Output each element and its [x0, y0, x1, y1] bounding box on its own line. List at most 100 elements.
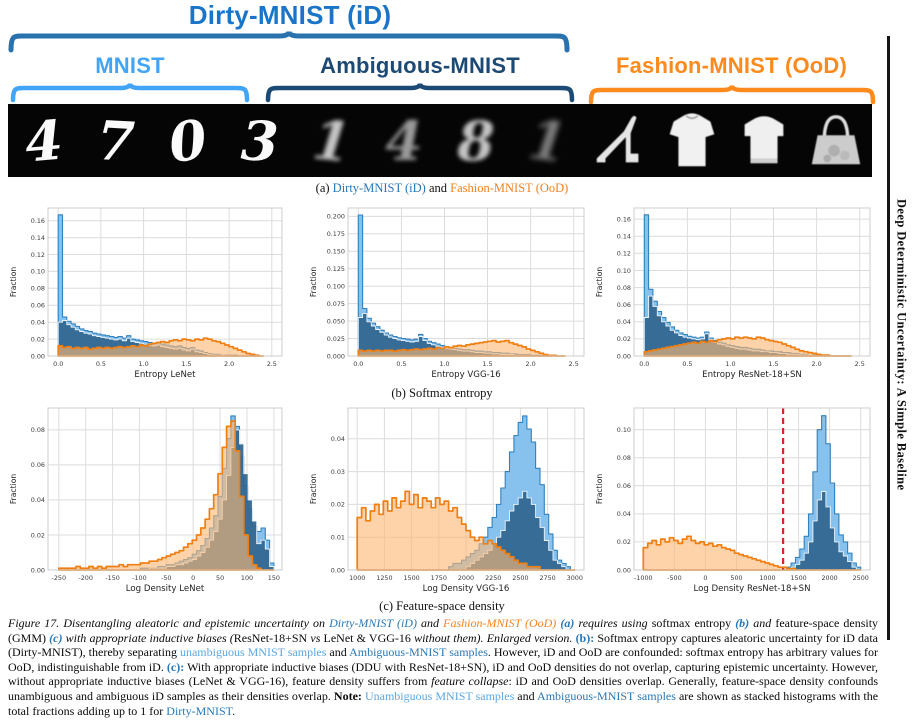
heel-icon [596, 115, 639, 162]
caption-span: unambiguous MNIST samples [179, 645, 327, 660]
y-tick-label: 0.06 [31, 461, 45, 469]
x-tick-label: -200 [78, 574, 93, 582]
x-tick-label: 0.5 [396, 360, 406, 368]
y-tick-label: 0.06 [617, 301, 631, 309]
y-tick-label: 0.00 [31, 352, 45, 360]
y-axis-label: Fraction [9, 267, 18, 297]
caption-span: With appropriate inductive biases (DDU w… [8, 659, 878, 689]
y-tick-label: 0.00 [331, 566, 345, 574]
caption-span: . However, iD and OoD are confounded: so… [8, 645, 878, 674]
x-tick-label: 2000 [458, 574, 474, 582]
y-tick-label: 0.10 [617, 426, 631, 434]
caption-a-and: and [425, 181, 451, 195]
brace-path [265, 83, 575, 103]
y-tick-label: 0.04 [31, 319, 45, 327]
x-tick-label: 1750 [431, 574, 447, 582]
caption-span: and [514, 688, 538, 703]
y-axis-label: Fraction [595, 474, 604, 504]
y-tick-label: 0.050 [327, 317, 345, 325]
x-tick-label: 1250 [376, 574, 392, 582]
y-axis-label: Fraction [309, 474, 318, 504]
y-tick-label: 0.10 [617, 267, 631, 275]
x-tick-label: 2.5 [569, 360, 579, 368]
y-tick-label: 0.08 [617, 284, 631, 292]
x-tick-label: 2750 [539, 574, 555, 582]
x-tick-label: -100 [132, 574, 147, 582]
caption-span: softmax entropy [651, 616, 736, 630]
caption-span: (b): [575, 630, 595, 645]
y-tick-label: 0.03 [331, 468, 345, 476]
chart-entropy-resnet: 0.00 0.02 0.04 0.06 0.08 0.10 0.12 0.14 0.16 0.0 0… [595, 207, 871, 380]
caption-span: and [416, 616, 444, 630]
x-tick-label: 0.0 [639, 360, 649, 368]
x-tick-label: -1000 [634, 574, 653, 582]
caption-span: Fashion-MNIST (OoD) [443, 616, 557, 630]
y-tick-label: 0.00 [617, 352, 631, 360]
x-tick-label: -50 [161, 574, 171, 582]
brace-path [588, 85, 876, 105]
chart-entropy-vgg16: 0.000 0.025 0.050 0.075 0.100 0.125 0.150 0.175… [309, 207, 585, 380]
x-tick-label: 1000 [759, 574, 775, 582]
ambiguous-digit-sample: 4 [385, 108, 423, 173]
y-tick-label: 0.02 [31, 335, 45, 343]
ambiguous-mnist-brace [265, 83, 575, 103]
sweater-icon [744, 115, 784, 163]
caption-span: Ambiguous-MNIST samples [537, 688, 676, 703]
caption-c: (c) Feature-space density [379, 599, 505, 613]
x-axis-label: Log Density LeNet [126, 584, 205, 594]
chart-entropy-lenet: 0.00 0.02 0.04 0.06 0.08 0.10 0.12 0.14 0.16 0.0 0… [9, 207, 283, 380]
x-tick-label: 100 [241, 574, 253, 582]
caption-b: (b) Softmax entropy [391, 386, 493, 400]
y-tick-label: 0.08 [31, 285, 45, 293]
y-tick-label: 0.08 [617, 454, 631, 462]
x-tick-label: 1.0 [139, 360, 149, 368]
x-tick-label: 1.0 [439, 360, 449, 368]
y-tick-label: 0.200 [327, 213, 345, 221]
caption-span: without them). Enlarged version. [414, 630, 573, 645]
hist-series-ood [57, 337, 265, 357]
y-tick-label: 0.04 [617, 510, 631, 518]
y-tick-label: 0.16 [617, 215, 631, 223]
caption-span: vs [310, 630, 321, 645]
caption-span: LeNet & VGG-16 [320, 630, 415, 645]
fashion-mnist-brace [588, 85, 876, 105]
caption-span: feature collapse [431, 674, 509, 689]
x-tick-label: 2.5 [267, 360, 277, 368]
ambiguous-digit-sample: 8 [457, 108, 495, 173]
caption-span: Note: [333, 688, 362, 703]
caption-span: Ambiguous-MNIST samples [349, 645, 488, 660]
y-tick-label: 0.04 [617, 318, 631, 326]
x-tick-label: 2000 [821, 574, 837, 582]
y-tick-label: 0.12 [617, 250, 631, 258]
x-tick-label: 0 [191, 574, 195, 582]
caption-span: . [232, 703, 236, 718]
pullover-icon [669, 112, 715, 166]
x-tick-label: 0 [703, 574, 707, 582]
x-tick-label: 2.0 [812, 360, 822, 368]
bag-icon [811, 114, 861, 164]
caption-span: with appropriate inductive biases ( [62, 630, 234, 645]
dirty-mnist-brace [8, 31, 570, 53]
x-tick-label: 2500 [853, 574, 869, 582]
margin-rule [887, 36, 890, 640]
caption-span: Unambiguous MNIST samples [364, 688, 515, 703]
mnist-digit-sample: 3 [240, 107, 280, 174]
caption-span: and [326, 645, 350, 660]
x-tick-label: 2.5 [855, 360, 865, 368]
brace-path [10, 83, 250, 103]
hist-series-ood [356, 490, 576, 571]
y-axis-label: Fraction [595, 267, 604, 297]
y-tick-label: 0.16 [31, 217, 45, 225]
y-tick-label: 0.000 [327, 352, 345, 360]
caption-span: Figure 17. [8, 616, 64, 630]
ambiguous-digit-sample: 1 [525, 106, 571, 175]
caption-span: feature-space density (GMM) [8, 616, 879, 645]
caption-span: ResNet-18+SN [233, 630, 311, 645]
caption-a-fashion: Fashion-MNIST (OoD) [450, 181, 569, 195]
brace-path [8, 31, 570, 53]
x-tick-label: 1.5 [482, 360, 492, 368]
x-tick-label: 0.5 [96, 360, 106, 368]
x-tick-label: 1.5 [181, 360, 191, 368]
chart-logdensity-resnet: 0.00 0.02 0.04 0.06 0.08 0.10 -1000 -500 0 500 100… [595, 407, 871, 594]
